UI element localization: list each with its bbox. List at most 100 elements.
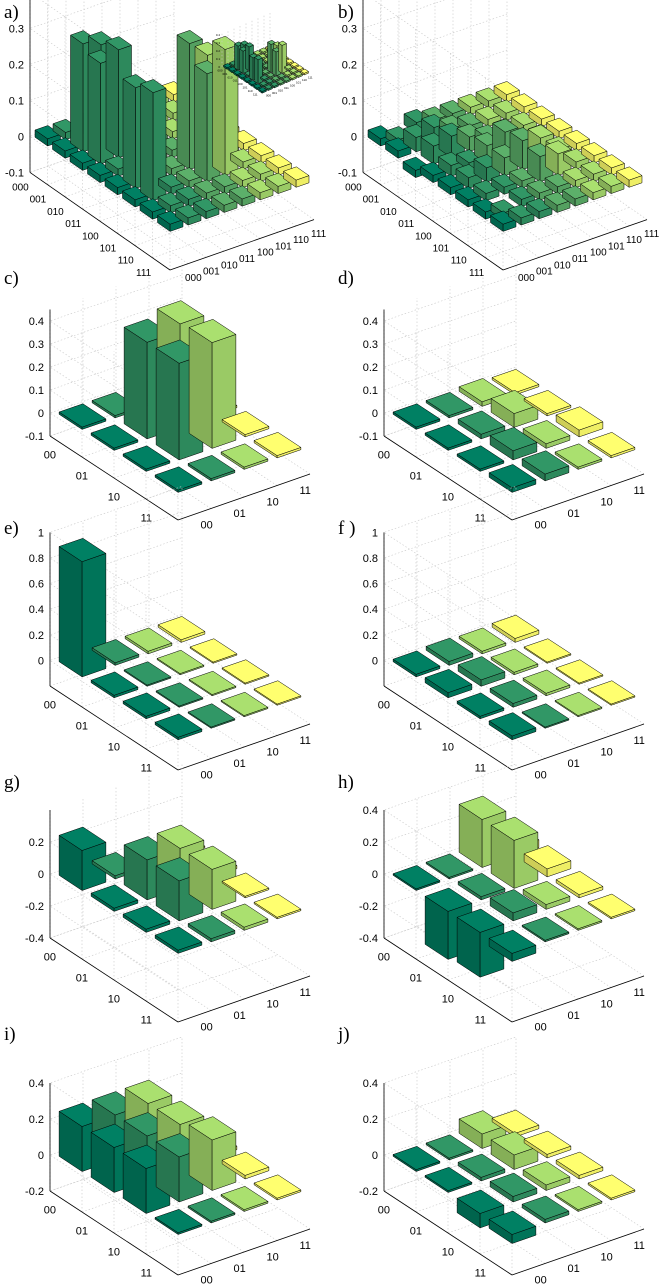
bar-top-face bbox=[139, 198, 166, 213]
bar-top-face bbox=[587, 893, 636, 918]
bar-top-face bbox=[491, 614, 540, 639]
bar-top-face bbox=[220, 443, 269, 468]
row-tick-label: 111 bbox=[136, 268, 152, 279]
bar-top-face bbox=[221, 659, 270, 684]
inset-bar-top bbox=[278, 40, 287, 46]
row-tick-label: 00 bbox=[44, 1205, 56, 1217]
inset-col-tick-label: 000 bbox=[266, 94, 271, 98]
grid-line bbox=[383, 274, 517, 406]
col-tick-label: 111 bbox=[311, 229, 327, 240]
bar-front-face bbox=[81, 553, 107, 678]
x-axis-line bbox=[169, 219, 315, 271]
bar-top-face bbox=[189, 638, 238, 663]
bar bbox=[554, 1186, 603, 1212]
inset-bar bbox=[284, 64, 293, 72]
grid-line bbox=[449, 662, 579, 748]
bar-top-face bbox=[156, 824, 205, 849]
col-tick-label: 11 bbox=[634, 987, 645, 999]
bar-top-face bbox=[456, 445, 505, 470]
bar bbox=[562, 166, 589, 188]
x-axis-line bbox=[511, 975, 645, 1023]
grid-line bbox=[383, 588, 517, 720]
bar-top-face bbox=[124, 627, 173, 652]
bar bbox=[490, 210, 517, 232]
inset-bar-side bbox=[254, 57, 259, 85]
z-tick-label: 0.1 bbox=[342, 95, 357, 107]
inset-bar-top bbox=[282, 76, 291, 82]
col-tick-label: 10 bbox=[267, 496, 279, 508]
z-tick-label: 0.2 bbox=[29, 1114, 44, 1126]
inset-bar-top bbox=[288, 73, 297, 79]
row-tick-label: 111 bbox=[469, 268, 485, 279]
bar bbox=[122, 74, 149, 189]
bar bbox=[158, 173, 185, 195]
col-tick-label: 010 bbox=[554, 260, 571, 271]
z-tick-label: 0.2 bbox=[363, 1114, 378, 1126]
inset-row-tick-label: 011 bbox=[233, 79, 238, 83]
col-tick-label: 111 bbox=[644, 229, 660, 240]
bar bbox=[392, 865, 441, 891]
row-tick-label: 110 bbox=[118, 256, 134, 267]
row-tick-label: 01 bbox=[76, 471, 88, 483]
bar-top-face bbox=[458, 1110, 507, 1135]
bar-top-face bbox=[424, 887, 473, 912]
z-tick-label: 0 bbox=[38, 869, 44, 881]
inset-row-tick-label: 101 bbox=[242, 86, 247, 90]
bar bbox=[473, 179, 500, 201]
bar-top-face bbox=[490, 648, 539, 673]
inset-bar-top bbox=[289, 67, 298, 73]
bar bbox=[154, 466, 203, 493]
bar bbox=[392, 1146, 441, 1172]
bar bbox=[253, 1174, 302, 1201]
z-tick-label: 0.2 bbox=[342, 59, 357, 71]
bar-top-face bbox=[193, 198, 220, 212]
inset-z-tick-label: 0.3 bbox=[216, 41, 221, 45]
grid-line bbox=[65, 159, 207, 258]
z-tick-label: 0.8 bbox=[29, 553, 44, 565]
inset-bar-side bbox=[249, 55, 254, 81]
z-tick-label: 0.3 bbox=[29, 339, 44, 351]
chart-panel-7: -0.4 -0.2 0 0.2 00 01 10 11 00 01 10 11 g) bbox=[4, 764, 311, 1033]
col-tick-label: 110 bbox=[293, 235, 309, 246]
bar-top-face bbox=[425, 853, 474, 878]
bar bbox=[176, 167, 203, 189]
bar bbox=[508, 185, 535, 207]
grid-line bbox=[145, 954, 279, 1002]
bar bbox=[522, 881, 571, 910]
inset-bar-top bbox=[243, 76, 252, 82]
inset-bar-top bbox=[259, 47, 268, 53]
inset-bar-top bbox=[284, 64, 293, 70]
col-tick-label: 00 bbox=[535, 519, 547, 531]
bar-top-face bbox=[488, 464, 537, 489]
inset-bar bbox=[283, 70, 292, 78]
bar bbox=[175, 185, 202, 207]
bar-top-face bbox=[456, 692, 505, 717]
grid-line bbox=[515, 639, 645, 725]
bar-top-face bbox=[521, 703, 570, 728]
bar-top-face bbox=[187, 1197, 236, 1222]
inset-col-tick-label: 010 bbox=[278, 89, 283, 93]
bar-top-face bbox=[220, 691, 269, 716]
z-tick-label: 0.6 bbox=[29, 579, 44, 591]
grid-line bbox=[383, 320, 517, 452]
bar-top-face bbox=[425, 1134, 474, 1159]
bar-top-face bbox=[457, 656, 506, 681]
bar-top-face bbox=[511, 93, 538, 108]
bar-top-face bbox=[491, 369, 540, 393]
inset-bar-side bbox=[234, 43, 239, 71]
bar bbox=[154, 1209, 203, 1235]
col-tick-label: 10 bbox=[601, 998, 613, 1010]
inset-bar bbox=[278, 40, 287, 74]
bar-top-face bbox=[87, 161, 114, 176]
col-tick-label: 00 bbox=[535, 1021, 547, 1033]
grid-line bbox=[115, 914, 245, 1000]
bar-top-face bbox=[488, 1210, 537, 1235]
bar bbox=[457, 410, 506, 440]
bar-top-face bbox=[385, 137, 412, 152]
panel-label: i) bbox=[4, 1024, 16, 1045]
inset-bar bbox=[290, 61, 299, 69]
grid-line bbox=[148, 903, 278, 988]
x-axis-line bbox=[177, 473, 311, 521]
bar-top-face bbox=[424, 424, 473, 449]
